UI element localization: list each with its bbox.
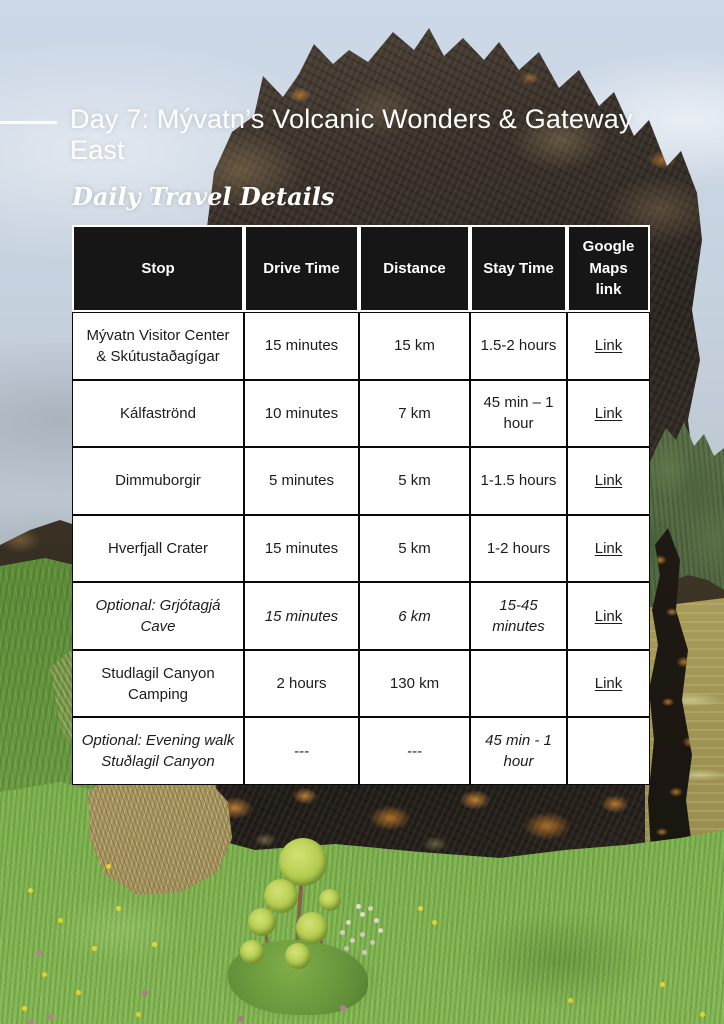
google-maps-link-cell-empty (567, 717, 650, 785)
google-maps-link-cell: Link (567, 312, 650, 380)
drive-time-cell: 10 minutes (244, 379, 359, 448)
drive-time-cell: 2 hours (244, 649, 359, 718)
col-header-stay-time: Stay Time (470, 225, 567, 312)
distance-cell: 5 km (359, 447, 470, 515)
distance-cell: 5 km (359, 514, 470, 583)
title-rule (0, 121, 57, 124)
distance-cell: 7 km (359, 379, 470, 448)
stop-cell: Dimmuborgir (72, 447, 244, 515)
stay-time-cell: 15-45 minutes (470, 582, 567, 650)
col-header-drive-time: Drive Time (244, 225, 359, 312)
google-maps-link[interactable]: Link (594, 607, 623, 625)
drive-time-cell: 5 minutes (244, 447, 359, 515)
daily-travel-table: Stop Drive Time Distance Stay Time Googl… (72, 225, 650, 785)
stop-cell: Mývatn Visitor Center & Skútustaðagígar (72, 312, 244, 380)
google-maps-link-cell: Link (567, 447, 650, 515)
angelica-flower-cluster (279, 838, 327, 886)
stop-cell: Studlagil Canyon Camping (72, 649, 244, 718)
google-maps-link-cell: Link (567, 514, 650, 583)
pink-wildflowers (0, 0, 6, 6)
distance-cell: 6 km (359, 582, 470, 650)
google-maps-link-cell: Link (567, 379, 650, 448)
distance-cell: 15 km (359, 312, 470, 380)
drive-time-cell: 15 minutes (244, 582, 359, 650)
stop-cell: Optional: Evening walk Stuðlagil Canyon (72, 717, 244, 785)
angelica-flower-cluster (285, 943, 311, 969)
page-title: Day 7: Mývatn’s Volcanic Wonders & Gatew… (70, 104, 633, 165)
drive-time-cell: --- (244, 717, 359, 785)
google-maps-link[interactable]: Link (594, 539, 623, 557)
stay-time-cell: 45 min – 1 hour (470, 379, 567, 448)
angelica-flower-cluster (248, 908, 276, 936)
drive-time-cell: 15 minutes (244, 312, 359, 380)
white-umbel-flower (360, 912, 365, 917)
section-subtitle: Daily Travel Details (72, 182, 335, 211)
google-maps-link[interactable]: Link (594, 337, 623, 355)
stay-time-cell: 1.5-2 hours (470, 312, 567, 380)
angelica-flower-cluster (319, 889, 341, 911)
angelica-flower-cluster (264, 879, 298, 913)
stay-time-cell: 1-1.5 hours (470, 447, 567, 515)
col-header-google-maps-link: Google Maps link (567, 225, 650, 312)
stay-time-cell (470, 649, 567, 718)
google-maps-link-cell: Link (567, 649, 650, 718)
angelica-flower-cluster (296, 912, 328, 944)
stop-cell: Optional: Grjótagjá Cave (72, 582, 244, 650)
drive-time-cell: 15 minutes (244, 514, 359, 583)
distance-cell: 130 km (359, 649, 470, 718)
distance-cell: --- (359, 717, 470, 785)
google-maps-link-cell: Link (567, 582, 650, 650)
stop-cell: Kálfaströnd (72, 379, 244, 448)
google-maps-link[interactable]: Link (594, 472, 623, 490)
col-header-distance: Distance (359, 225, 470, 312)
stop-cell: Hverfjall Crater (72, 514, 244, 583)
stay-time-cell: 1-2 hours (470, 514, 567, 583)
angelica-flower-cluster (240, 940, 264, 964)
stay-time-cell: 45 min - 1 hour (470, 717, 567, 785)
col-header-stop: Stop (72, 225, 244, 312)
google-maps-link[interactable]: Link (594, 404, 623, 422)
google-maps-link[interactable]: Link (594, 675, 623, 693)
